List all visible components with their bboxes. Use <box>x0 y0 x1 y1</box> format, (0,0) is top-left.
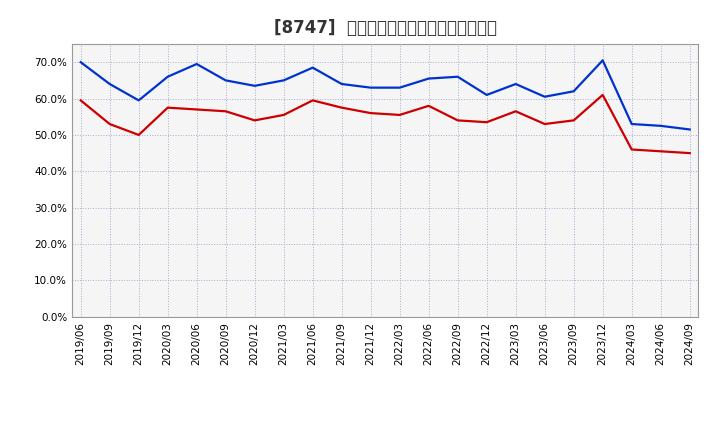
固定比率 <box>657 123 665 128</box>
固定比率 <box>511 81 520 87</box>
固定比率 <box>570 88 578 94</box>
Line: 固定長期適合率: 固定長期適合率 <box>81 95 690 153</box>
固定比率 <box>685 127 694 132</box>
固定比率 <box>105 81 114 87</box>
固定長期適合率 <box>424 103 433 109</box>
固定長期適合率 <box>570 118 578 123</box>
固定比率 <box>251 83 259 88</box>
固定比率 <box>627 121 636 127</box>
固定比率 <box>76 59 85 65</box>
固定長期適合率 <box>685 150 694 156</box>
固定長期適合率 <box>598 92 607 98</box>
固定比率 <box>366 85 375 90</box>
固定長期適合率 <box>338 105 346 110</box>
固定長期適合率 <box>541 121 549 127</box>
固定長期適合率 <box>135 132 143 138</box>
固定長期適合率 <box>627 147 636 152</box>
固定比率 <box>454 74 462 79</box>
固定比率 <box>598 58 607 63</box>
固定比率 <box>424 76 433 81</box>
固定長期適合率 <box>454 118 462 123</box>
固定長期適合率 <box>308 98 317 103</box>
固定長期適合率 <box>657 149 665 154</box>
固定比率 <box>279 78 288 83</box>
固定比率 <box>482 92 491 98</box>
固定比率 <box>308 65 317 70</box>
固定長期適合率 <box>511 109 520 114</box>
固定長期適合率 <box>251 118 259 123</box>
固定比率 <box>192 61 201 66</box>
固定長期適合率 <box>76 98 85 103</box>
固定長期適合率 <box>395 112 404 117</box>
固定長期適合率 <box>279 112 288 117</box>
Legend: 固定比率, 固定長期適合率: 固定比率, 固定長期適合率 <box>283 438 487 440</box>
固定比率 <box>541 94 549 99</box>
固定長期適合率 <box>163 105 172 110</box>
固定比率 <box>338 81 346 87</box>
固定長期適合率 <box>366 110 375 116</box>
固定長期適合率 <box>221 109 230 114</box>
固定比率 <box>135 98 143 103</box>
固定比率 <box>395 85 404 90</box>
Line: 固定比率: 固定比率 <box>81 60 690 129</box>
固定長期適合率 <box>105 121 114 127</box>
Title: [8747]  固定比率、固定長期適合率の推移: [8747] 固定比率、固定長期適合率の推移 <box>274 19 497 37</box>
固定比率 <box>221 78 230 83</box>
固定比率 <box>163 74 172 79</box>
固定長期適合率 <box>482 120 491 125</box>
固定長期適合率 <box>192 107 201 112</box>
